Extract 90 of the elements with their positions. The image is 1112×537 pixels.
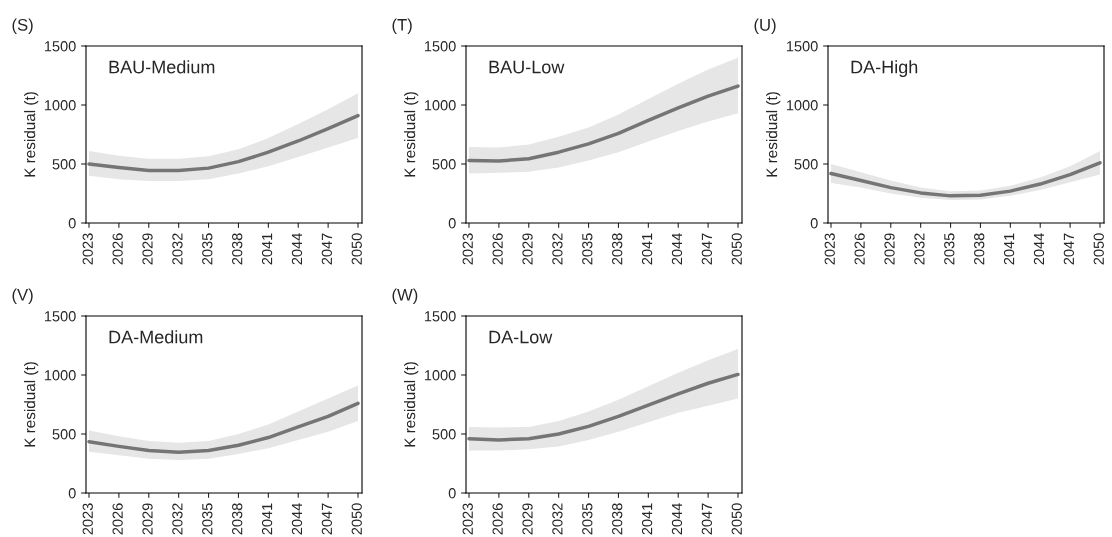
text: DA-Low: [489, 330, 553, 344]
x-tick-label: 2026: [112, 503, 123, 535]
x-tick-label: 2041: [641, 233, 653, 265]
x-tick-label: 2047: [701, 233, 713, 265]
x-tick-label: 2044: [671, 503, 683, 535]
x-tick-label: 2050: [731, 503, 742, 535]
y-axis-title: K residual (t): [404, 92, 419, 177]
chart-title: (V): [12, 288, 33, 305]
y-axis-title: K residual (t): [766, 92, 781, 177]
y-tick-label: 500: [432, 429, 456, 440]
x-tick-label: 2050: [351, 233, 362, 265]
line-series: [467, 84, 740, 163]
x-tick-label: 2029: [884, 233, 895, 265]
text: BAU-Low: [489, 60, 565, 74]
x-tick-label: 2026: [492, 503, 503, 535]
y-axis-title: K residual (t): [404, 362, 419, 447]
y-tick-label: 1000: [44, 370, 76, 381]
x-tick-label: 2023: [82, 233, 93, 265]
x-tick-label: 2032: [172, 233, 183, 265]
x-tick-label: 2044: [671, 233, 683, 265]
x-tick-label: 2023: [462, 233, 473, 265]
x-tick-label: 2029: [522, 503, 533, 535]
x-tick-label: 2044: [291, 503, 303, 535]
line-series: [87, 113, 360, 173]
y-tick-label: 1500: [786, 41, 818, 52]
x-tick-label: 2047: [1063, 233, 1075, 265]
x-tick-label: 2038: [232, 233, 243, 265]
x-tick-label: 2026: [854, 233, 865, 265]
chart-title: (T): [392, 18, 412, 35]
text: DA-Medium: [109, 330, 203, 344]
x-tick-label: 2029: [522, 233, 533, 265]
y-tick-label: 0: [68, 218, 76, 229]
x-tick-label: 2041: [641, 503, 653, 535]
y-tick-label: 0: [68, 488, 76, 499]
y-tick-label: 0: [810, 218, 818, 229]
y-tick-label: 1500: [424, 311, 456, 322]
y-tick-label: 1000: [44, 100, 76, 111]
x-tick-label: 2029: [142, 503, 153, 535]
y-tick-label: 1000: [424, 370, 456, 381]
x-tick-label: 2041: [261, 233, 273, 265]
y-tick-label: 500: [432, 159, 456, 170]
text: DA-High: [851, 60, 918, 77]
x-tick-label: 2026: [492, 233, 503, 265]
x-tick-label: 2038: [612, 503, 623, 535]
x-tick-label: 2032: [914, 233, 925, 265]
y-tick-label: 0: [448, 488, 456, 499]
y-tick-label: 500: [794, 159, 818, 170]
x-tick-label: 2044: [291, 233, 303, 265]
x-tick-label: 2041: [261, 503, 273, 535]
x-tick-label: 2035: [202, 503, 213, 535]
y-tick-label: 1000: [424, 100, 456, 111]
x-tick-label: 2041: [1003, 233, 1015, 265]
x-tick-label: 2032: [552, 503, 563, 535]
x-tick-label: 2044: [1033, 233, 1045, 265]
y-tick-label: 1500: [44, 41, 76, 52]
x-tick-label: 2023: [824, 233, 835, 265]
line-series: [829, 161, 1102, 198]
x-tick-label: 2038: [232, 503, 243, 535]
y-tick-label: 0: [448, 218, 456, 229]
x-tick-label: 2023: [462, 503, 473, 535]
line-series: [467, 372, 740, 442]
chart-title: (S): [12, 18, 33, 35]
y-tick-label: 1500: [44, 311, 76, 322]
x-tick-label: 2038: [612, 233, 623, 265]
y-tick-label: 1500: [424, 41, 456, 52]
chart-title: (U): [754, 18, 776, 35]
x-tick-label: 2032: [552, 233, 563, 265]
y-tick-label: 500: [52, 429, 76, 440]
y-axis-title: K residual (t): [24, 92, 39, 177]
x-tick-label: 2023: [82, 503, 93, 535]
x-tick-label: 2050: [731, 233, 742, 265]
y-axis-title: K residual (t): [24, 362, 39, 447]
x-tick-label: 2050: [351, 503, 362, 535]
x-tick-label: 2047: [321, 503, 333, 535]
x-tick-label: 2029: [142, 233, 153, 265]
x-tick-label: 2050: [1093, 233, 1104, 265]
line-series: [87, 401, 360, 455]
x-tick-label: 2035: [582, 233, 593, 265]
x-tick-label: 2032: [172, 503, 183, 535]
x-tick-label: 2035: [202, 233, 213, 265]
x-tick-label: 2035: [944, 233, 955, 265]
x-tick-label: 2035: [582, 503, 593, 535]
x-tick-label: 2038: [974, 233, 985, 265]
text: BAU-Medium: [109, 60, 215, 74]
y-tick-label: 1000: [786, 100, 818, 111]
x-tick-label: 2047: [321, 233, 333, 265]
x-tick-label: 2047: [701, 503, 713, 535]
y-tick-label: 500: [52, 159, 76, 170]
chart-title: (W): [392, 288, 418, 305]
x-tick-label: 2026: [112, 233, 123, 265]
